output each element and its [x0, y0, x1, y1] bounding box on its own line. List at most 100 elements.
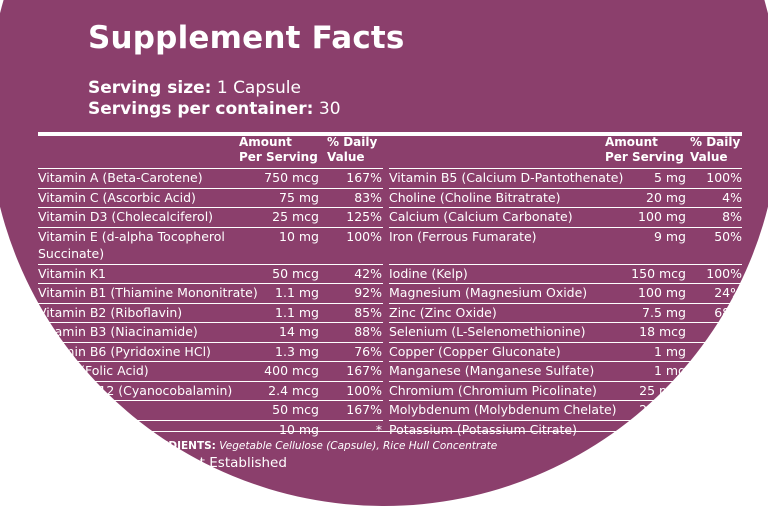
nutrient-amount: 25 mcg [639, 382, 686, 398]
left-nutrient-column: Vitamin A (Beta-Carotene) 750 mcg 167% Vit… [38, 168, 383, 439]
table-row: Copper (Copper Gluconate) 1 mg 111% [389, 341, 742, 362]
nutrient-daily-value: * [375, 421, 382, 437]
daily-value-footnote: **Daily Value Not Established [88, 455, 287, 471]
nutrient-amount: 5 mg [653, 170, 686, 185]
table-row: Vitamin E (d-alpha Tocopherol Succinate)… [38, 226, 383, 264]
nutrient-name: Vitamin B2 (Riboflavin) [38, 304, 183, 320]
table-row: Vitamin B2 (Riboflavin) 1.1 mg 85% [38, 302, 383, 323]
nutrient-amount: 1 mg [653, 343, 686, 359]
servings-label: Servings per container: [88, 99, 314, 119]
thick-divider [38, 132, 742, 136]
table-row: Choline (Choline Bitratrate) 20 mg 4% [389, 187, 742, 208]
nutrient-daily-value: <1% [711, 421, 742, 437]
table-row: Zinc (Zinc Oxide) 7.5 mg 68% [389, 302, 742, 323]
nutrient-name: Iron (Ferrous Fumarate) [389, 228, 537, 244]
table-row: Iron (Ferrous Fumarate) 9 mg 50% [389, 226, 742, 264]
nutrient-name: Chromium (Chromium Picolinate) [389, 382, 597, 398]
table-row: Vitamin C (Ascorbic Acid) 75 mg 83% [38, 187, 383, 208]
nutrient-daily-value: 111% [706, 343, 742, 359]
nutrient-amount: 18 mcg [639, 324, 686, 339]
nutrient-name: Molybdenum (Molybdenum Chelate) [389, 402, 617, 417]
left-amount-header: Amount Per Serving [239, 135, 318, 165]
other-ingredients-value: Vegetable Cellulose (Capsule), Rice Hull… [219, 440, 498, 452]
nutrient-amount: 20 mg [646, 189, 686, 205]
nutrient-daily-value: 85% [354, 304, 382, 320]
nutrient-name: Vitamin B5 (Calcium D-Pantothenate) [389, 170, 624, 185]
nutrient-daily-value: 100% [706, 265, 742, 281]
table-row: Vitamin B5 (Calcium D-Pantothenate) 5 mg 1… [389, 168, 742, 188]
nutrient-name: Vitamin B1 (Thiamine Mononitrate) [38, 285, 258, 300]
serving-size: Serving size: 1 Capsule [88, 78, 301, 98]
nutrient-amount: 100 mg [638, 285, 686, 300]
nutrient-amount: 2.4 mcg [268, 382, 319, 398]
table-row: Vitamin B12 (Cyanocobalamin) 2.4 mcg 100% [38, 380, 383, 401]
nutrient-name: Vitamin B3 (Niacinamide) [38, 324, 198, 339]
nutrient-daily-value: 100% [346, 382, 382, 398]
nutrient-amount: 1.1 mg [275, 304, 319, 320]
nutrient-daily-value: 33% [714, 324, 742, 339]
table-row: Calcium (Calcium Carbonate) 100 mg 8% [389, 207, 742, 227]
header-amount-line2: Per Serving [239, 150, 318, 164]
nutrient-amount: 10 mg [279, 421, 319, 437]
header-amount-line1: Amount [239, 135, 292, 149]
nutrient-daily-value: 125% [346, 209, 382, 224]
left-dv-header: % Daily Value [327, 135, 377, 165]
serving-size-value: 1 Capsule [216, 78, 301, 98]
nutrient-daily-value: 167% [346, 170, 382, 185]
nutrient-amount: 1.3 mg [275, 343, 319, 359]
nutrient-name: Copper (Copper Gluconate) [389, 343, 561, 359]
table-row: Iodine (Kelp) 150 mcg 100% [389, 263, 742, 284]
nutrient-name: Selenium (L-Selenomethionine) [389, 324, 586, 339]
page-title: Supplement Facts [88, 20, 405, 56]
table-row: Vitamin K1 50 mcg 42% [38, 263, 383, 284]
nutrient-amount: 16 mg [646, 421, 686, 437]
right-amount-header: Amount Per Serving [605, 135, 684, 165]
table-row: Biotin 50 mcg 167% [38, 400, 383, 420]
nutrient-name: Vitamin B12 (Cyanocobalamin) [38, 382, 233, 398]
nutrient-daily-value: 100% [706, 170, 742, 185]
header-amount-line2: Per Serving [605, 150, 684, 164]
nutrient-name: Choline (Choline Bitratrate) [389, 189, 561, 205]
nutrient-amount: 100 mg [638, 209, 686, 224]
nutrient-daily-value: 100% [346, 228, 382, 244]
nutrient-daily-value: 42% [354, 265, 382, 281]
nutrient-daily-value: 68% [714, 304, 742, 320]
nutrient-daily-value: 92% [354, 285, 382, 300]
nutrient-amount: 20 mcg [639, 402, 686, 417]
nutrient-amount: 7.5 mg [642, 304, 686, 320]
nutrient-daily-value: 76% [354, 343, 382, 359]
nutrient-amount: 150 mcg [631, 265, 686, 281]
table-row: Folate (Folic Acid) 400 mcg 167% [38, 361, 383, 381]
nutrient-daily-value: 71% [714, 382, 742, 398]
header-dv-line2: Value [690, 150, 728, 164]
table-row: Chromium (Chromium Picolinate) 25 mcg 71% [389, 380, 742, 401]
nutrient-amount: 400 mcg [264, 363, 319, 378]
header-dv-line2: Value [327, 150, 365, 164]
nutrient-amount: 14 mg [279, 324, 319, 339]
nutrient-amount: 10 mg [279, 228, 319, 244]
nutrient-amount: 9 mg [653, 228, 686, 244]
other-ingredients: OTHER INGREDIENTS: Vegetable Cellulose (… [88, 440, 497, 452]
nutrient-daily-value: 88% [354, 324, 382, 339]
nutrient-amount: 1 mg [653, 363, 686, 378]
bottom-divider [38, 431, 742, 432]
other-ingredients-label: OTHER INGREDIENTS: [88, 440, 216, 452]
table-row: Selenium (L-Selenomethionine) 18 mcg 33% [389, 322, 742, 342]
servings-value: 30 [318, 99, 341, 119]
nutrient-daily-value: 4% [722, 189, 742, 205]
nutrient-name: Coenzyme Q 10 [38, 421, 138, 437]
nutrient-daily-value: 167% [346, 402, 382, 417]
nutrient-amount: 750 mcg [264, 170, 319, 185]
nutrient-amount: 50 mcg [272, 402, 319, 417]
nutrient-amount: 50 mcg [272, 265, 319, 281]
table-row: Manganese (Manganese Sulfate) 1 mg 43% [389, 361, 742, 381]
nutrient-name: Vitamin C (Ascorbic Acid) [38, 189, 196, 205]
nutrient-name: Vitamin A (Beta-Carotene) [38, 170, 203, 185]
nutrient-daily-value: 50% [714, 228, 742, 244]
header-amount-line1: Amount [605, 135, 658, 149]
right-dv-header: % Daily Value [690, 135, 740, 165]
nutrient-daily-value: 83% [354, 189, 382, 205]
nutrient-name: Folate (Folic Acid) [38, 363, 149, 378]
table-row: Potassium (Potassium Citrate) 16 mg <1% [389, 419, 742, 440]
nutrient-daily-value: 24% [714, 285, 742, 300]
